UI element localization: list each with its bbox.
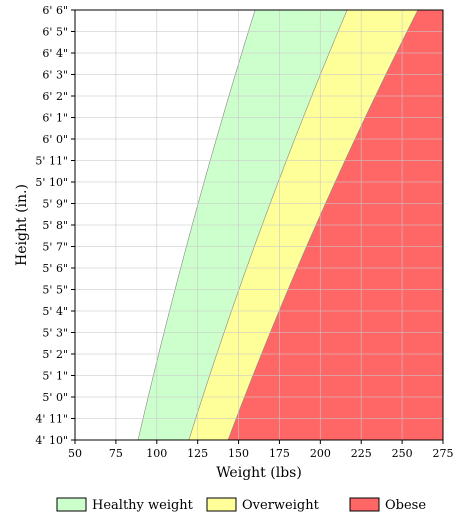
x-tick-label: 175 [269,447,290,460]
y-tick-label: 5' 7" [42,241,68,254]
y-tick-label: 6' 2" [42,90,68,103]
y-tick-label: 5' 5" [42,284,68,297]
y-tick-label: 4' 10" [35,434,68,447]
x-tick-labels: 50 75 100 125 150 175 200 225 250 275 [68,440,454,460]
y-axis-title: Height (in.) [14,184,30,266]
legend-label-obese: Obese [385,498,426,513]
y-tick-label: 4' 11" [35,413,68,426]
y-tick-label: 6' 3" [42,69,68,82]
y-tick-label: 6' 5" [42,26,68,39]
y-tick-label: 6' 1" [42,112,68,125]
gridlines [75,10,443,440]
x-tick-label: 250 [392,447,413,460]
y-tick-label: 6' 6" [42,4,68,17]
y-tick-label: 5' 9" [42,198,68,211]
y-tick-label: 5' 1" [42,370,68,383]
x-axis-title: Weight (lbs) [216,465,302,481]
legend-swatch-obese [349,497,380,512]
y-tick-label: 5' 0" [42,391,68,404]
x-tick-label: 125 [187,447,208,460]
x-tick-label: 75 [109,447,123,460]
legend-label-healthy-weight: Healthy weight [92,498,194,513]
x-tick-label: 275 [433,447,454,460]
y-tick-label: 5' 10" [35,176,68,189]
legend-label-overweight: Overweight [242,498,320,513]
x-tick-label: 50 [68,447,82,460]
y-tick-label: 5' 3" [42,327,68,340]
legend-swatch-healthy-weight [56,497,87,512]
y-tick-label: 5' 4" [42,305,68,318]
y-tick-label: 5' 6" [42,262,68,275]
y-tick-label: 6' 4" [42,47,68,60]
x-tick-label: 100 [146,447,167,460]
y-tick-labels: 4' 10" 4' 11" 5' 0" 5' 1" 5' 2" 5' 3" 5' 4" 5' … [35,4,75,447]
y-tick-label: 6' 0" [42,133,68,146]
x-tick-label: 150 [228,447,249,460]
legend: Healthy weight Overweight Obese [56,497,426,513]
x-tick-label: 200 [310,447,331,460]
y-tick-label: 5' 11" [35,155,68,168]
y-tick-label: 5' 8" [42,219,68,232]
y-tick-label: 5' 2" [42,348,68,361]
x-tick-label: 225 [351,447,372,460]
legend-swatch-overweight [206,497,237,512]
